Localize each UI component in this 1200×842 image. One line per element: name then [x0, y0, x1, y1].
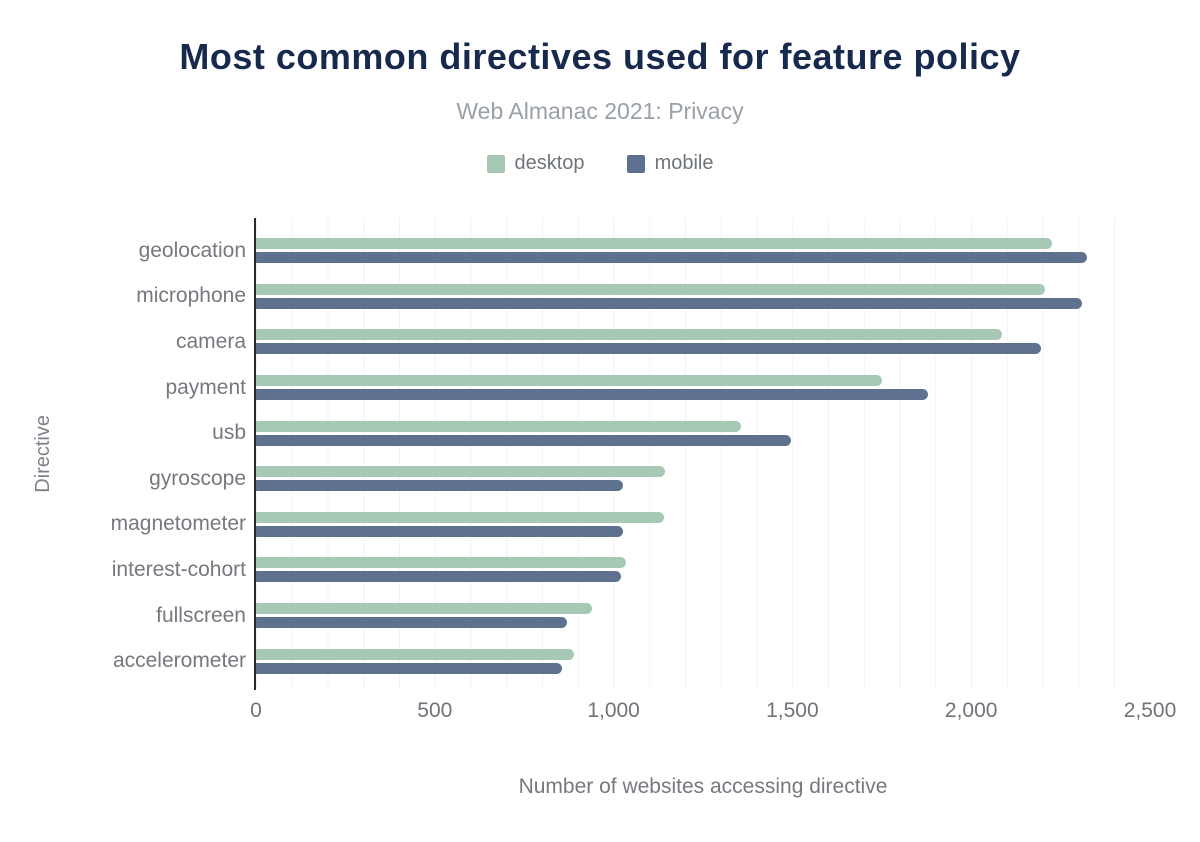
- bar-desktop-payment[interactable]: [256, 375, 882, 387]
- category-label-usb: usb: [212, 421, 246, 445]
- legend-label-mobile: mobile: [654, 152, 714, 174]
- bar-group-microphone: [256, 274, 1150, 320]
- legend: desktop mobile: [0, 152, 1200, 175]
- category-label-magnetometer: magnetometer: [110, 512, 246, 536]
- x-tick-1,000: 1,000: [587, 699, 640, 722]
- bar-desktop-fullscreen[interactable]: [256, 603, 593, 615]
- plot-area: [254, 218, 1150, 690]
- bar-desktop-microphone[interactable]: [256, 283, 1045, 295]
- bar-group-gyroscope: [256, 456, 1150, 502]
- bar-mobile-fullscreen[interactable]: [256, 617, 568, 629]
- y-axis-line: [254, 218, 256, 690]
- bar-desktop-geolocation[interactable]: [256, 238, 1052, 250]
- x-tick-2,000: 2,000: [944, 699, 998, 722]
- bar-desktop-gyroscope[interactable]: [256, 466, 666, 478]
- bar-group-fullscreen: [256, 593, 1150, 639]
- x-tick-1,500: 1,500: [766, 699, 819, 722]
- bar-mobile-microphone[interactable]: [256, 297, 1083, 309]
- bar-mobile-usb[interactable]: [256, 434, 791, 446]
- category-label-gyroscope: gyroscope: [149, 466, 246, 490]
- chart-title: Most common directives used for feature …: [179, 36, 1021, 77]
- category-label-fullscreen: fullscreen: [156, 603, 246, 627]
- category-label-microphone: microphone: [136, 284, 246, 308]
- category-label-accelerometer: accelerometer: [112, 649, 246, 673]
- bar-desktop-camera[interactable]: [256, 329, 1002, 341]
- bar-desktop-interest-cohort[interactable]: [256, 557, 627, 569]
- bar-desktop-usb[interactable]: [256, 420, 741, 432]
- legend-item-desktop[interactable]: desktop: [486, 152, 585, 175]
- bar-group-camera: [256, 319, 1150, 365]
- bar-mobile-gyroscope[interactable]: [256, 480, 623, 492]
- bar-group-payment: [256, 365, 1150, 411]
- bar-mobile-accelerometer[interactable]: [256, 662, 562, 674]
- x-axis-ticks: 0 500 1,000 1,500 2,000 2,500: [250, 699, 1176, 727]
- category-label-geolocation: geolocation: [138, 238, 246, 262]
- bar-rows: [256, 228, 1150, 684]
- mobile-swatch-icon: [626, 154, 645, 173]
- bar-group-interest-cohort: [256, 547, 1150, 593]
- bar-mobile-camera[interactable]: [256, 343, 1041, 355]
- bar-mobile-interest-cohort[interactable]: [256, 571, 621, 583]
- category-label-interest-cohort: interest-cohort: [111, 557, 246, 581]
- legend-label-desktop: desktop: [514, 152, 585, 174]
- bar-mobile-magnetometer[interactable]: [256, 525, 623, 537]
- bar-mobile-payment[interactable]: [256, 389, 929, 401]
- x-tick-2,500: 2,500: [1123, 699, 1177, 722]
- x-tick-500: 500: [417, 699, 453, 722]
- x-tick-0: 0: [250, 699, 262, 722]
- bar-desktop-magnetometer[interactable]: [256, 511, 664, 523]
- bar-group-magnetometer: [256, 502, 1150, 548]
- bar-group-usb: [256, 410, 1150, 456]
- category-labels: geolocation microphone camera payment usb gyr…: [0, 228, 246, 684]
- legend-item-mobile[interactable]: mobile: [626, 152, 714, 175]
- category-label-camera: camera: [175, 329, 246, 353]
- desktop-swatch-icon: [486, 154, 505, 173]
- bar-group-geolocation: [256, 228, 1150, 274]
- x-axis-title: Number of websites accessing directive: [518, 775, 888, 798]
- bar-mobile-geolocation[interactable]: [256, 252, 1088, 264]
- bar-group-accelerometer: [256, 638, 1150, 684]
- bar-desktop-accelerometer[interactable]: [256, 648, 575, 660]
- chart-subtitle: Web Almanac 2021: Privacy: [456, 98, 744, 124]
- category-label-payment: payment: [165, 375, 246, 399]
